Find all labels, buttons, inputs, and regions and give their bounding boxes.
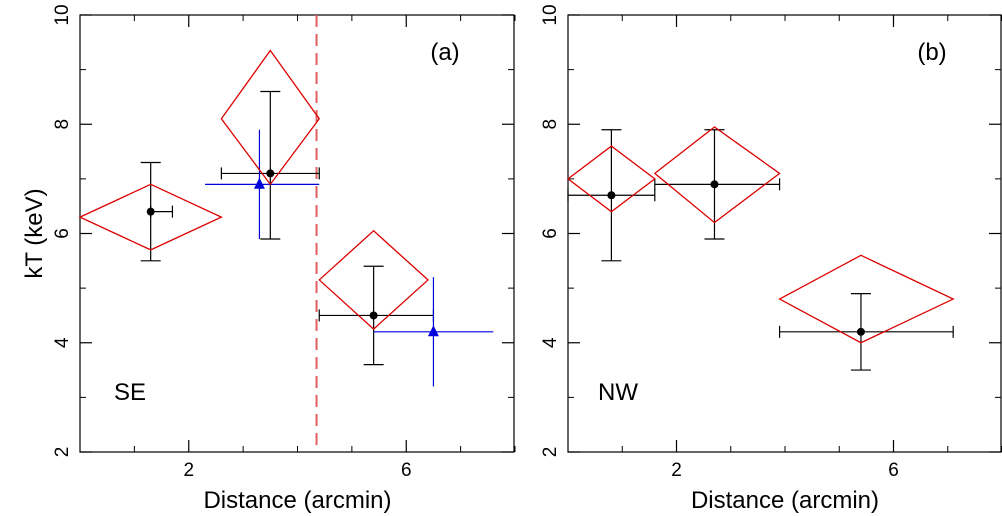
y-tick-label: 10 xyxy=(52,4,73,25)
data-point-circle xyxy=(369,311,378,320)
y-tick-label: 6 xyxy=(52,228,73,239)
region-label: SE xyxy=(114,379,146,406)
data-point-triangle xyxy=(253,177,265,189)
x-axis-title: Distance (arcmin) xyxy=(691,487,879,514)
data-point-circle xyxy=(146,207,155,216)
panel-a: 2 6 2 4 6 8 10 Distance (arcmin) kT (keV) (a) SE xyxy=(21,4,516,514)
panel-b: 2 6 2 4 6 8 10 Distance (arcmin) (b) NW xyxy=(540,4,1002,514)
y-tick-label: 2 xyxy=(52,447,73,458)
y-tick-label: 10 xyxy=(540,4,561,25)
data-point-circle xyxy=(266,169,275,178)
model-diamond xyxy=(220,49,321,186)
model-diamond xyxy=(653,126,781,224)
model-diamond xyxy=(318,229,429,330)
x-axis-title: Distance (arcmin) xyxy=(203,487,391,514)
x-tick-label: 2 xyxy=(183,460,194,481)
y-tick-label: 8 xyxy=(52,119,73,130)
model-diamond xyxy=(566,145,656,213)
y-tick-label: 8 xyxy=(540,119,561,130)
y-tick-label: 4 xyxy=(52,337,73,348)
data-point-circle xyxy=(607,191,616,200)
y-tick-label: 4 xyxy=(540,337,561,348)
x-tick-label: 6 xyxy=(401,460,412,481)
panel-label: (a) xyxy=(430,39,459,66)
model-diamond xyxy=(78,183,223,251)
y-axis-title: kT (keV) xyxy=(21,188,48,278)
data-point-circle xyxy=(856,327,865,336)
data-point-circle xyxy=(710,180,719,189)
panel-label: (b) xyxy=(917,39,946,66)
x-tick-label: 6 xyxy=(888,460,899,481)
model-diamond xyxy=(778,254,955,344)
region-label: NW xyxy=(598,379,638,406)
y-tick-label: 2 xyxy=(540,447,561,458)
data-point-triangle xyxy=(427,325,439,337)
x-tick-label: 2 xyxy=(671,460,682,481)
y-tick-label: 6 xyxy=(540,228,561,239)
